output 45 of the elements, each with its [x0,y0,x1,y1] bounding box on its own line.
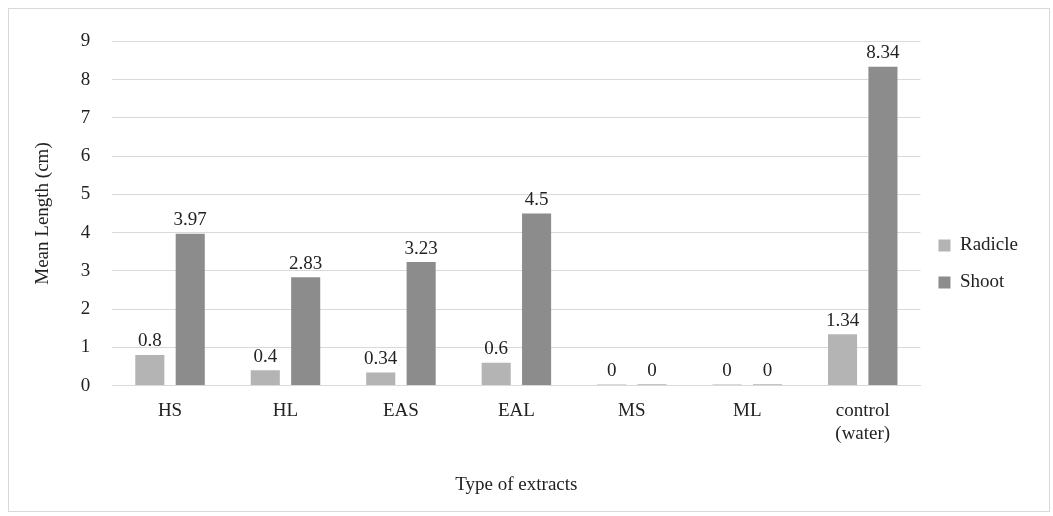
x-tick-label: ML [733,398,762,420]
bar [175,233,205,386]
data-label: 0 [606,359,617,381]
data-label: 3.97 [173,208,207,230]
data-label: 1.34 [825,308,860,330]
bar [250,370,280,386]
data-label: 0 [647,359,657,381]
y-tick-label: 1 [80,335,91,357]
x-tick-label: HS [157,398,183,420]
data-label: 0 [762,359,773,381]
data-label: 8.34 [866,41,901,63]
y-tick-label: 5 [80,182,91,204]
data-label: 0.4 [253,344,278,366]
x-axis-title: Type of extracts [455,472,578,494]
bar [481,362,511,386]
data-label: 0.34 [364,347,398,369]
bar [868,66,898,386]
bar [291,277,321,386]
data-label: 3.23 [404,236,438,258]
y-tick-label: 3 [80,258,91,280]
bar [135,355,165,386]
bar [522,213,552,386]
y-tick-label: 4 [80,220,91,242]
y-tick-label: 2 [80,297,91,319]
legend-label: Shoot [959,270,1006,292]
data-label: 0.8 [137,329,162,351]
data-label: 0 [722,359,732,381]
data-label: 0.6 [484,337,509,359]
x-tick-label: control (water) [835,398,891,444]
y-tick-label: 8 [80,67,91,89]
bar [827,334,858,386]
x-tick-label: MS [618,398,646,420]
y-tick-label: 0 [80,373,91,395]
x-tick-label: EAL [497,398,535,420]
legend-label: Radicle [959,233,1018,255]
data-label: 2.83 [289,251,323,273]
data-label: 4.5 [524,187,549,209]
y-tick-label: 7 [80,105,91,127]
y-tick-label: 9 [80,29,91,51]
bar [406,262,436,386]
x-tick-label: HL [272,398,299,420]
x-tick-label: EAS [382,398,419,420]
y-tick-label: 6 [80,144,91,166]
bar [366,372,396,386]
y-axis-title: Mean Length (cm) [31,142,54,285]
